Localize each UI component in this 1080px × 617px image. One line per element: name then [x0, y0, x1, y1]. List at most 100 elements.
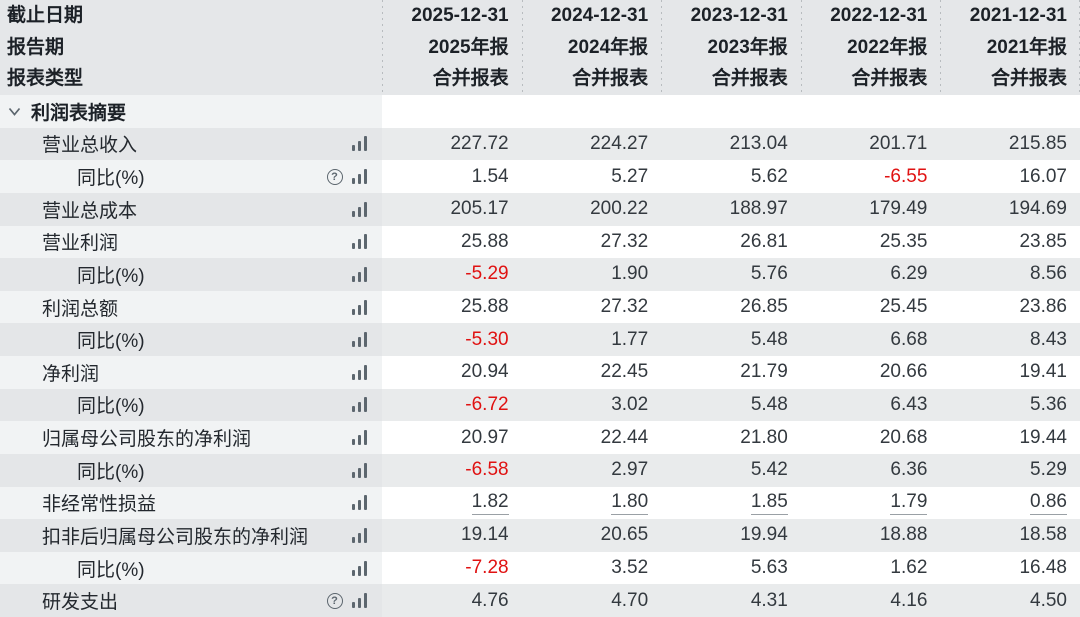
value-text: 227.72 — [450, 132, 509, 154]
bar-chart-icon[interactable] — [351, 201, 367, 217]
row-icons — [351, 299, 367, 315]
value-text: 8.56 — [1030, 263, 1067, 285]
bar-chart-icon[interactable] — [351, 560, 367, 576]
value-cell: 22.44 — [521, 421, 662, 454]
value-text: 1.54 — [471, 165, 509, 187]
value-cell — [800, 95, 941, 128]
value-cell: 188.97 — [661, 192, 801, 226]
value-cell: 1.62 — [800, 551, 941, 585]
column-header-date: 2023-12-31 — [690, 5, 788, 27]
value-text: 5.36 — [1030, 393, 1067, 415]
value-text: 16.48 — [1019, 557, 1067, 579]
value-cell: 227.72 — [382, 127, 522, 161]
row-label: 扣非后归属母公司股东的净利润 — [42, 526, 309, 548]
bar-chart-icon[interactable] — [351, 593, 367, 609]
value-text: 6.43 — [890, 393, 928, 415]
value-cell: 200.22 — [521, 192, 662, 226]
value-text: 25.88 — [461, 230, 509, 252]
row-label-cell: 营业总成本 — [0, 192, 382, 226]
value-text: 224.27 — [590, 132, 649, 154]
value-cell: 1.79 — [800, 486, 941, 520]
value-cell: 1.85 — [661, 486, 801, 520]
value-text: 0.86 — [1030, 491, 1067, 515]
bar-chart-icon[interactable] — [351, 364, 367, 380]
bar-chart-icon[interactable] — [351, 234, 367, 250]
bar-chart-icon[interactable] — [351, 495, 367, 511]
value-cell: 16.07 — [940, 160, 1080, 193]
table-row: 同比(%) -5.30 1.77 5.48 6.68 8.43 — [0, 323, 1080, 356]
value-cell: 1.82 — [382, 486, 522, 520]
value-cell: -5.29 — [382, 258, 522, 291]
value-text: 5.48 — [750, 393, 788, 415]
bar-chart-icon[interactable] — [351, 397, 367, 413]
bar-chart-icon[interactable] — [351, 430, 367, 446]
row-icons: ? — [326, 592, 367, 609]
value-cell: 6.43 — [800, 388, 941, 422]
value-text: 23.86 — [1019, 296, 1067, 318]
chevron-down-icon[interactable] — [7, 104, 22, 119]
bar-chart-icon[interactable] — [351, 332, 367, 348]
column-header-type: 合并报表 — [432, 68, 509, 90]
value-text: 21.80 — [740, 426, 788, 448]
section-row: 利润表摘要 — [0, 95, 1080, 128]
value-text: 5.29 — [1030, 459, 1067, 481]
value-text: 20.68 — [879, 426, 928, 448]
table-row: 净利润 20.94 22.45 21.79 20.66 19.41 — [0, 356, 1080, 389]
column-header: 2025-12-31 2025年报 合并报表 — [382, 0, 522, 95]
row-icons — [351, 430, 367, 446]
value-cell: 201.71 — [800, 127, 941, 161]
value-cell: 1.80 — [521, 486, 662, 520]
value-text: 20.97 — [461, 426, 509, 448]
value-cell: 194.69 — [940, 192, 1080, 226]
value-cell: 19.41 — [940, 356, 1080, 389]
value-cell: 18.58 — [940, 519, 1080, 552]
value-cell: 21.80 — [661, 421, 801, 454]
section-title: 利润表摘要 — [31, 102, 127, 124]
value-cell: 5.29 — [940, 453, 1080, 487]
value-cell: 4.76 — [382, 584, 522, 617]
column-header-period: 2025年报 — [428, 36, 509, 58]
value-cell: 5.48 — [661, 323, 801, 356]
value-text: 5.48 — [750, 328, 788, 350]
value-cell: 4.50 — [940, 584, 1080, 617]
bar-chart-icon[interactable] — [351, 527, 367, 543]
row-label-cell: 营业利润 — [0, 225, 382, 259]
table-row: 同比(%) -6.58 2.97 5.42 6.36 5.29 — [0, 453, 1080, 487]
value-text: 5.62 — [750, 165, 788, 187]
value-cell: 19.14 — [382, 519, 522, 552]
value-cell: 5.62 — [661, 160, 801, 193]
value-text: 20.65 — [600, 524, 649, 546]
bar-chart-icon[interactable] — [351, 136, 367, 152]
bar-chart-icon[interactable] — [351, 266, 367, 282]
value-cell: 5.76 — [661, 258, 801, 291]
value-cell: 6.29 — [800, 258, 941, 291]
bar-chart-icon[interactable] — [351, 299, 367, 315]
value-cell: 25.88 — [382, 290, 522, 324]
column-header-period: 2022年报 — [847, 36, 928, 58]
value-text: 1.82 — [471, 491, 509, 515]
row-icons — [351, 266, 367, 282]
value-cell: 5.63 — [661, 551, 801, 585]
value-text: 4.70 — [611, 589, 649, 611]
help-icon[interactable]: ? — [326, 168, 343, 185]
column-header-date: 2022-12-31 — [830, 5, 928, 27]
row-label: 营业总收入 — [42, 135, 138, 157]
bar-chart-icon[interactable] — [351, 169, 367, 185]
value-cell: 1.77 — [521, 323, 662, 356]
value-cell: 2.97 — [521, 453, 662, 487]
column-header-date: 2021-12-31 — [969, 5, 1067, 27]
help-icon[interactable]: ? — [326, 592, 343, 609]
bar-chart-icon[interactable] — [351, 462, 367, 478]
table-row: 同比(%) -5.29 1.90 5.76 6.29 8.56 — [0, 258, 1080, 291]
value-text: 27.32 — [600, 230, 649, 252]
header-row-label: 报表类型 — [7, 68, 84, 90]
column-header-type: 合并报表 — [990, 68, 1067, 90]
value-cell: 3.02 — [521, 388, 662, 422]
value-text: 6.29 — [890, 263, 928, 285]
value-cell: 19.94 — [661, 519, 801, 552]
value-cell: 20.68 — [800, 421, 941, 454]
value-cell: 213.04 — [661, 127, 801, 161]
value-text: 1.62 — [890, 557, 928, 579]
row-label-cell: 同比(%) — [0, 258, 382, 291]
value-text: 1.85 — [750, 491, 788, 515]
